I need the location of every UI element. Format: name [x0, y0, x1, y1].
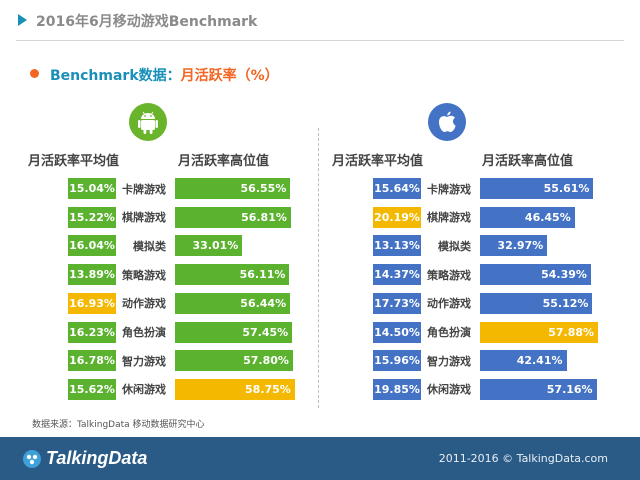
ios-category-label: 策略游戏	[427, 268, 471, 282]
android-category-label: 卡牌游戏	[122, 182, 166, 196]
android-avg-bar: 16.78%	[68, 350, 116, 372]
ios-category-label: 动作游戏	[427, 297, 471, 311]
ios-avg-bar: 19.85%	[373, 378, 421, 400]
footer-bar: TalkingData 2011-2016 © TalkingData.com	[0, 437, 640, 480]
ios-high-bar: 57.16%	[480, 378, 597, 400]
android-avg-bar: 16.93%	[68, 292, 116, 314]
section-title-main: Benchmark数据：	[50, 68, 181, 84]
ios-category-label: 模拟类	[438, 239, 471, 253]
android-avg-bar: 15.62%	[68, 378, 116, 400]
android-avg-bar: 13.89%	[68, 264, 116, 286]
apple-icon	[428, 103, 466, 141]
android-high-header: 月活跃率高位值	[178, 154, 270, 169]
ios-high-bar: 57.88%	[480, 321, 599, 343]
android-avg-header: 月活跃率平均值	[28, 154, 120, 169]
android-category-label: 角色扮演	[122, 326, 166, 339]
ios-avg-bar: 17.73%	[373, 292, 421, 314]
header-divider	[16, 40, 624, 41]
ios-category-label: 智力游戏	[427, 354, 471, 368]
android-high-bar: 33.01%	[175, 235, 243, 257]
android-avg-bar: 15.22%	[68, 206, 116, 228]
header-bar: 2016年6月移动游戏Benchmark	[0, 0, 640, 40]
android-icon	[129, 103, 167, 141]
android-avg-bar: 15.04%	[68, 178, 116, 199]
play-arrow-icon	[18, 14, 27, 26]
ios-avg-bar: 14.50%	[373, 321, 421, 343]
android-high-bar: 56.81%	[175, 206, 291, 228]
android-category-label: 模拟类	[133, 239, 166, 253]
ios-avg-bar: 13.13%	[373, 235, 421, 257]
data-source-note: 数据来源：TalkingData 移动数据研究中心	[32, 420, 205, 430]
ios-category-label: 角色扮演	[427, 326, 471, 339]
section-title-metric: 月活跃率（%）	[180, 68, 279, 84]
ios-avg-bar: 15.64%	[373, 178, 421, 199]
copyright-text: 2011-2016 © TalkingData.com	[438, 452, 608, 465]
android-high-bar: 58.75%	[175, 378, 295, 400]
android-category-label: 策略游戏	[122, 268, 166, 282]
ios-high-bar: 54.39%	[480, 264, 591, 286]
bullet-dot-icon	[30, 69, 39, 78]
android-category-label: 智力游戏	[122, 354, 166, 368]
android-high-bar: 56.11%	[175, 264, 290, 286]
ios-high-header: 月活跃率高位值	[482, 154, 574, 169]
ios-avg-header: 月活跃率平均值	[332, 154, 424, 169]
ios-avg-bar: 20.19%	[373, 206, 421, 228]
android-category-label: 棋牌游戏	[122, 211, 166, 225]
android-high-bar: 57.80%	[175, 350, 293, 372]
android-avg-bar: 16.04%	[68, 235, 116, 257]
ios-category-label: 卡牌游戏	[427, 182, 471, 196]
ios-high-bar: 55.12%	[480, 292, 593, 314]
ios-high-bar: 55.61%	[480, 178, 594, 199]
logo-text: TalkingData	[46, 448, 148, 468]
ios-category-label: 休闲游戏	[427, 383, 471, 397]
ios-category-label: 棋牌游戏	[427, 211, 471, 225]
android-high-bar: 56.55%	[175, 178, 291, 199]
android-category-label: 休闲游戏	[122, 383, 166, 397]
talkingdata-logo: TalkingData	[22, 448, 147, 469]
ios-avg-bar: 14.37%	[373, 264, 421, 286]
android-high-bar: 56.44%	[175, 292, 291, 314]
android-high-bar: 57.45%	[175, 321, 293, 343]
ios-high-bar: 42.41%	[480, 350, 567, 372]
ios-avg-bar: 15.96%	[373, 350, 421, 372]
page-title: 2016年6月移动游戏Benchmark	[36, 14, 258, 30]
ios-high-bar: 32.97%	[480, 235, 548, 257]
android-avg-bar: 16.23%	[68, 321, 116, 343]
android-category-label: 动作游戏	[122, 297, 166, 311]
section-title: Benchmark数据：月活跃率（%）	[50, 65, 279, 85]
ios-high-bar: 46.45%	[480, 206, 575, 228]
platform-divider	[318, 128, 319, 408]
talkingdata-logo-icon	[23, 449, 41, 468]
